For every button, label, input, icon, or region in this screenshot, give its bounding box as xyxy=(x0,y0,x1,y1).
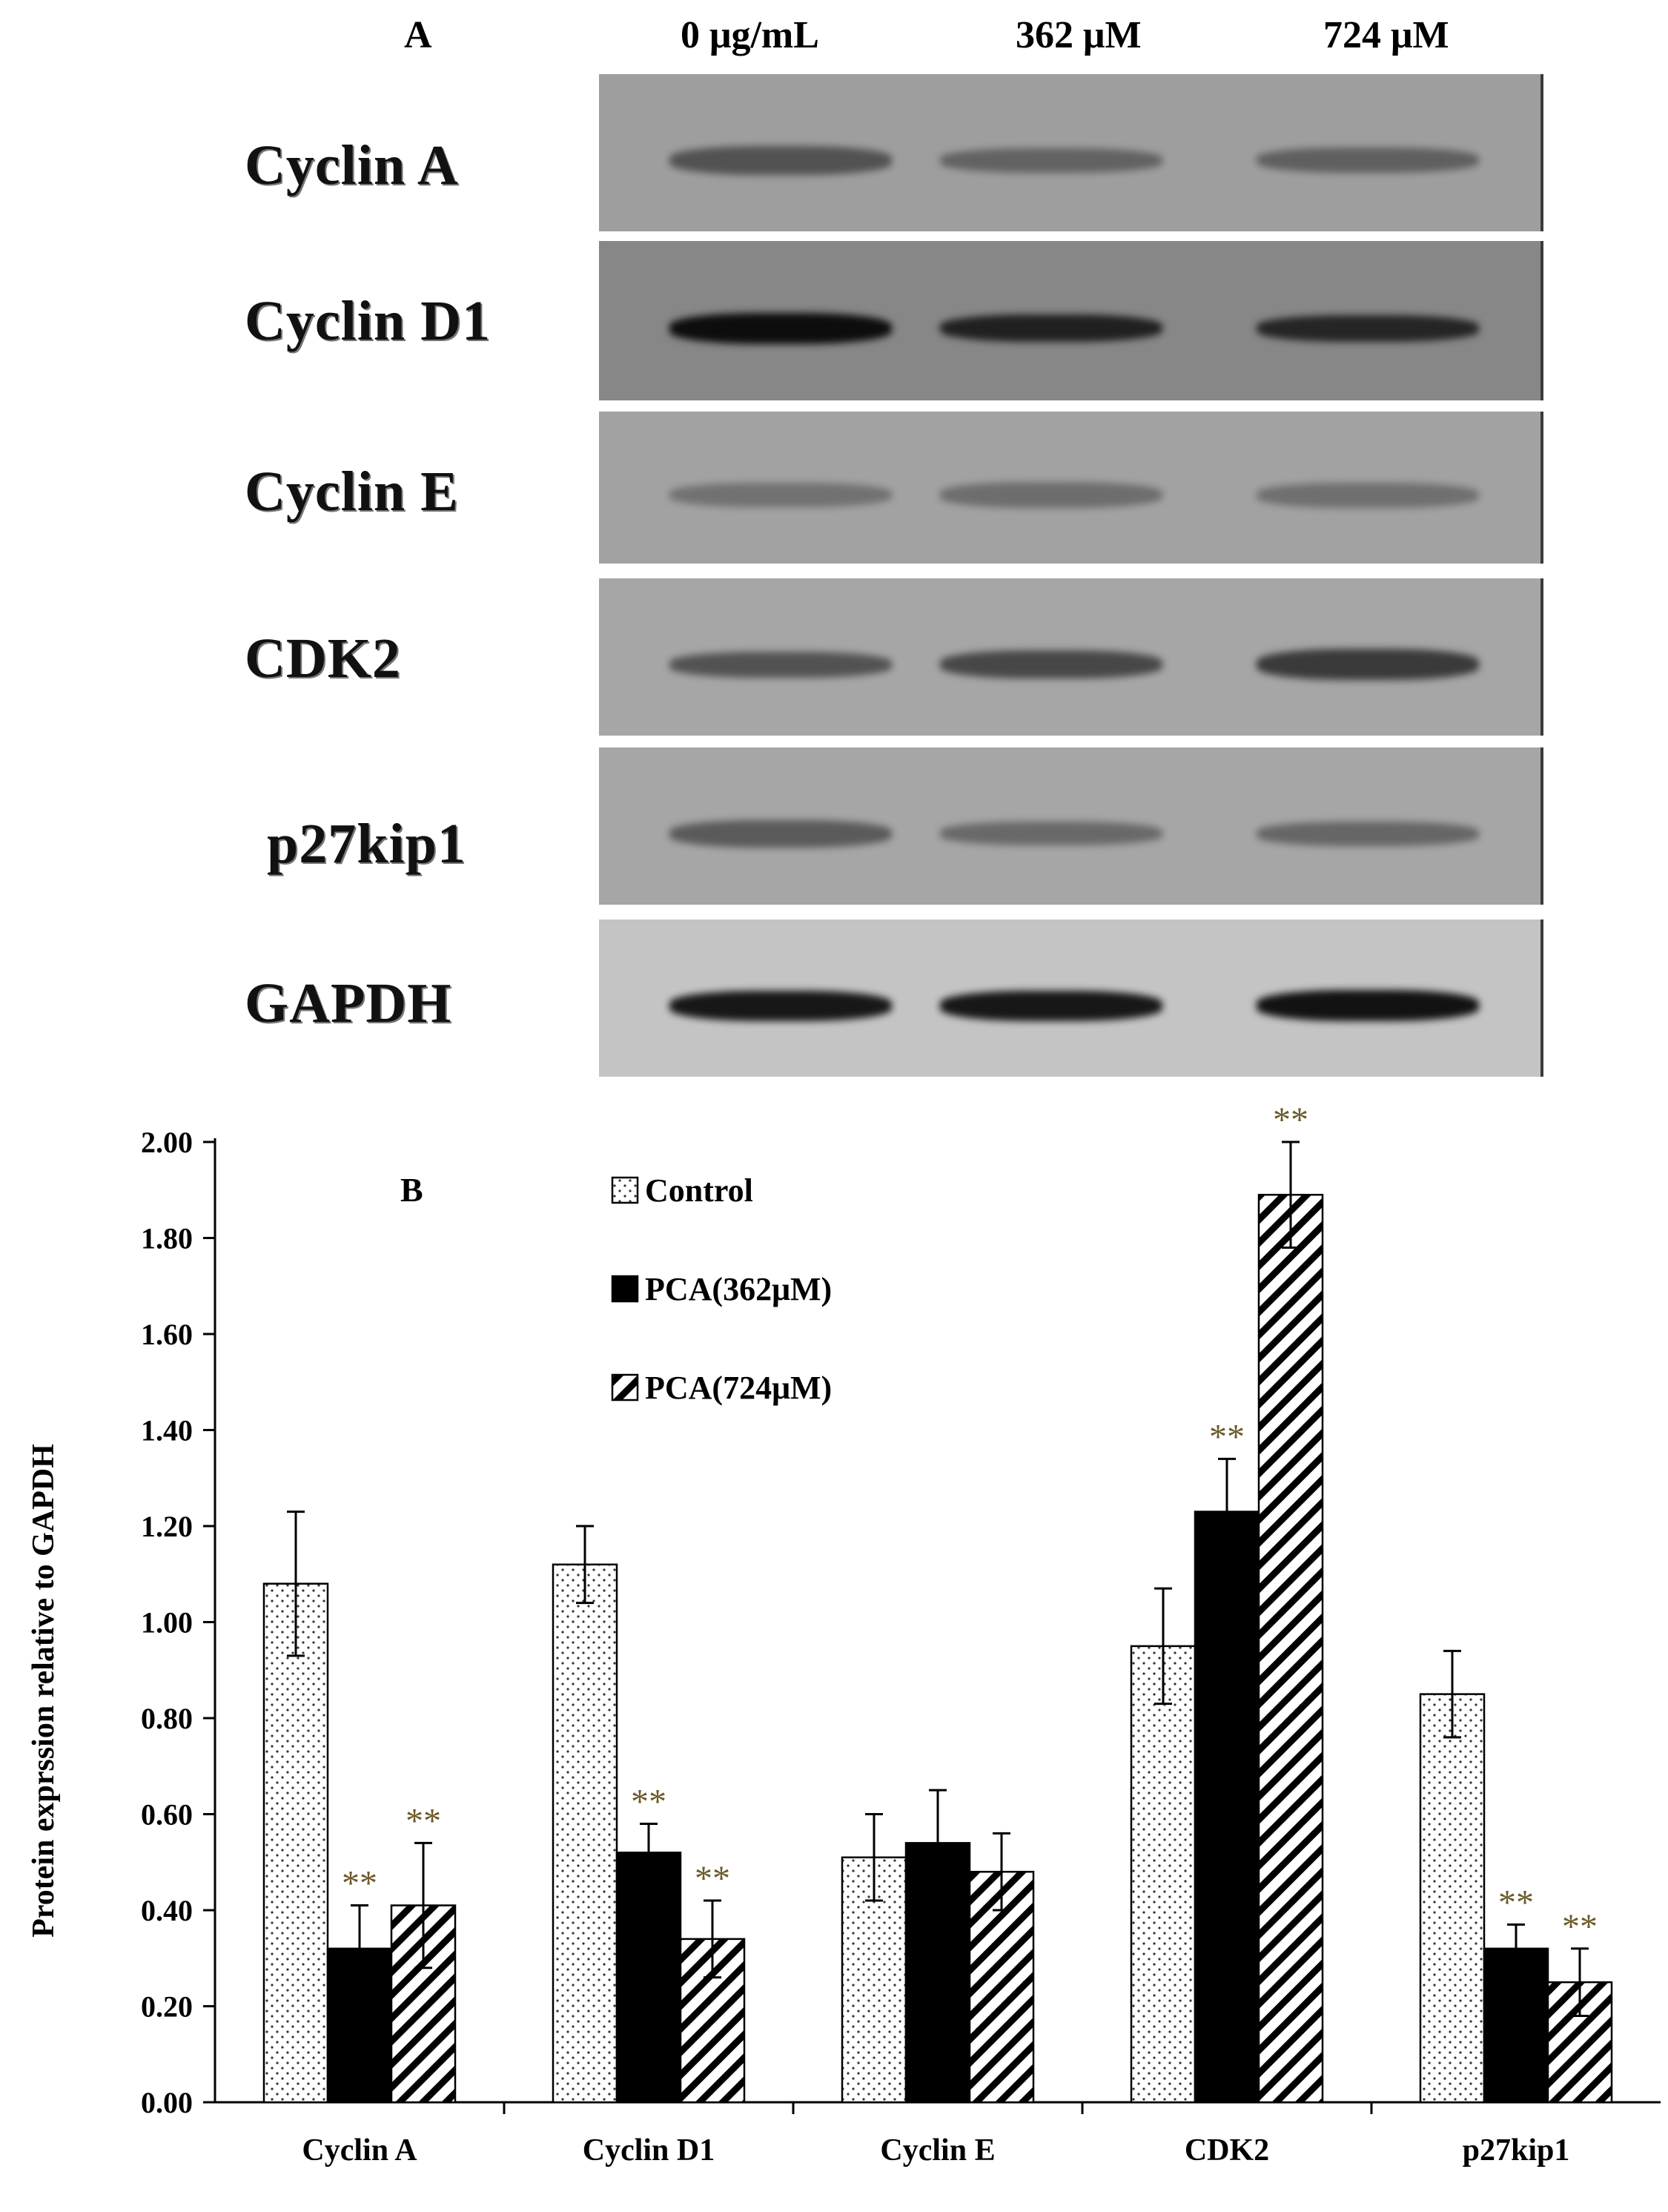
x-tick-label: Cyclin D1 xyxy=(583,2133,715,2168)
panel-b-label: B xyxy=(400,1171,423,1209)
blot-label-cyclin-e: Cyclin E xyxy=(245,460,459,523)
legend-label: PCA(724μM) xyxy=(645,1370,832,1406)
lane-header-724: 724 μM xyxy=(1323,14,1449,56)
panel-a-label: A xyxy=(404,14,432,56)
bar xyxy=(615,1852,682,2104)
lane-header-control: 0 μg/mL xyxy=(681,14,819,56)
blot-image-cdk2 xyxy=(599,578,1543,736)
blot-image-cyclin-a xyxy=(599,74,1543,231)
blot-label-cyclin-d1: Cyclin D1 xyxy=(245,290,491,352)
blot-image-cyclin-d1 xyxy=(599,241,1543,400)
legend-swatch xyxy=(611,1176,639,1204)
blot-band xyxy=(669,819,892,848)
blot-band xyxy=(669,990,892,1021)
blot-band xyxy=(669,651,892,678)
y-tick-label: 0.60 xyxy=(141,1798,193,1832)
blot-band xyxy=(940,650,1162,679)
blot-band xyxy=(940,314,1162,342)
bar xyxy=(1419,1693,1486,2104)
y-axis-label: Protein exprssion relative to GAPDH xyxy=(27,1444,61,1938)
x-tick-label: CDK2 xyxy=(1185,2133,1269,2168)
blot-band xyxy=(669,145,892,175)
legend-label: Control xyxy=(645,1172,753,1209)
blot-band xyxy=(940,822,1162,845)
bar xyxy=(1130,1645,1197,2104)
significance-label: ** xyxy=(342,1864,377,1904)
axes: 0.00 0.20 0.40 0.60 0.80 1.00 1.20 1.40 1.60 1.80… xyxy=(141,1126,1661,2168)
x-tick-label: Cyclin E xyxy=(880,2133,995,2168)
y-tick-label: 1.80 xyxy=(141,1222,193,1255)
legend-swatch xyxy=(611,1275,639,1303)
y-tick-label: 0.20 xyxy=(141,1990,193,2024)
significance-label: ** xyxy=(1209,1417,1245,1456)
bar-chart: B Protein exprssion relative to GAPDH 0.… xyxy=(27,1100,1661,2168)
blot-band xyxy=(1257,148,1479,173)
blot-band xyxy=(1257,821,1479,846)
significance-label: ** xyxy=(1498,1883,1534,1922)
blot-label-cdk2: CDK2 xyxy=(245,627,401,690)
blot-band xyxy=(1257,649,1479,680)
y-tick-label: 2.00 xyxy=(141,1126,193,1159)
bar xyxy=(1194,1511,1260,2104)
y-tick-label: 0.40 xyxy=(141,1894,193,1927)
x-tick-label: p27kip1 xyxy=(1463,2133,1570,2168)
significance-label: ** xyxy=(406,1801,441,1840)
western-blot-panel: A 0 μg/mL 362 μM 724 μM Cyclin A Cyclin … xyxy=(0,0,1668,1090)
blot-band xyxy=(940,148,1162,173)
bar xyxy=(262,1582,329,2104)
blot-band xyxy=(1257,314,1479,342)
legend-label: PCA(362μM) xyxy=(645,1271,832,1307)
significance-label: ** xyxy=(695,1859,730,1898)
y-tick-label: 1.40 xyxy=(141,1414,193,1447)
bar xyxy=(1257,1193,1324,2104)
legend-swatch xyxy=(611,1373,639,1402)
blot-label-p27kip1: p27kip1 xyxy=(267,813,466,875)
significance-label: ** xyxy=(1562,1907,1598,1947)
blot-band xyxy=(940,990,1162,1021)
y-tick-label: 0.00 xyxy=(141,2086,193,2119)
y-tick-label: 1.20 xyxy=(141,1510,193,1543)
y-tick-label: 1.00 xyxy=(141,1606,193,1640)
bars: ** ** ** ** ** ** ** ** xyxy=(262,1100,1613,2104)
legend: Control PCA(362μM) PCA(724μM) xyxy=(611,1172,832,1406)
significance-label: ** xyxy=(1273,1100,1308,1140)
blot-label-cyclin-a: Cyclin A xyxy=(245,134,459,197)
y-tick-label: 1.60 xyxy=(141,1318,193,1351)
bar xyxy=(552,1563,618,2104)
blot-band xyxy=(669,483,892,507)
blot-band xyxy=(669,312,892,344)
blot-band xyxy=(940,482,1162,508)
significance-label: ** xyxy=(631,1782,666,1821)
blot-band xyxy=(1257,990,1479,1021)
blot-image-gapdh xyxy=(599,920,1543,1077)
x-tick-label: Cyclin A xyxy=(302,2133,417,2168)
bar xyxy=(326,1947,393,2104)
blot-image-p27kip1 xyxy=(599,747,1543,905)
blot-band xyxy=(1257,482,1479,508)
y-tick-label: 0.80 xyxy=(141,1702,193,1735)
blot-image-cyclin-e xyxy=(599,412,1543,564)
blot-label-gapdh: GAPDH xyxy=(245,972,452,1034)
lane-header-362: 362 μM xyxy=(1016,14,1142,56)
